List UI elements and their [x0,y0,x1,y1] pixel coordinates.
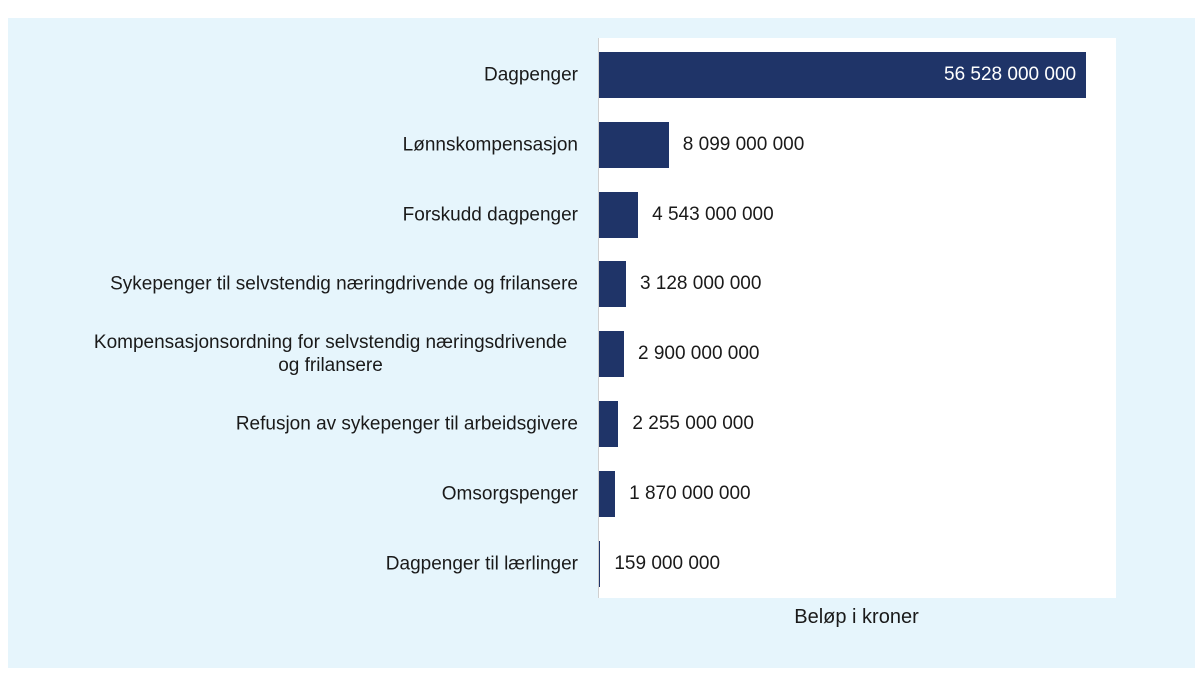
category-text: Lønnskompensasjon [402,134,578,156]
category-text: Sykepenger til selvstendig næringdrivend… [110,273,578,295]
data-label: 2 900 000 000 [638,343,760,365]
data-label-text: 3 128 000 000 [639,273,762,295]
category-label: Dagpenger til lærlinger [83,552,578,575]
category-label: Kompensasjonsordning for selvstendig nær… [83,331,578,377]
data-label-text: 56 528 000 000 [944,63,1077,85]
bar [599,470,616,517]
data-label-text: 2 255 000 000 [632,412,754,434]
category-label: Sykepenger til selvstendig næringdrivend… [83,273,578,296]
data-label: 1 870 000 000 [629,483,751,505]
bar [599,191,639,238]
category-label: Dagpenger [83,63,578,86]
bar [599,261,626,308]
data-label: 4 543 000 000 [652,204,774,226]
bar [599,331,624,378]
category-text: Kompensasjonsordning for selvstendig nær… [93,332,568,377]
data-label-text: 8 099 000 000 [682,133,805,155]
x-axis-title: Beløp i kroner [794,606,919,628]
data-label: 159 000 000 [614,553,720,575]
category-label: Omsorgspenger [83,482,578,505]
category-label: Refusjon av sykepenger til arbeidsgivere [83,412,578,435]
category-text: Refusjon av sykepenger til arbeidsgivere [235,413,578,435]
data-label-text: 159 000 000 [614,552,721,574]
category-label: Lønnskompensasjon [83,133,578,156]
bar [599,400,619,447]
bar [599,540,601,587]
data-label: 3 128 000 000 [640,273,762,295]
data-label: 56 528 000 000 [944,64,1076,86]
category-label: Forskudd dagpenger [83,203,578,226]
data-label: 8 099 000 000 [683,134,805,156]
category-text: Dagpenger til lærlinger [385,553,578,574]
category-text: Forskudd dagpenger [402,204,578,225]
data-label: 2 255 000 000 [632,413,754,435]
bar [599,51,1087,98]
plot-area [598,38,1116,598]
data-label-text: 2 900 000 000 [637,343,760,365]
data-label-text: 1 870 000 000 [629,482,751,504]
category-text: Omsorgspenger [441,483,578,505]
data-label-text: 4 543 000 000 [652,203,774,225]
bar [599,121,669,168]
category-text: Dagpenger [483,64,578,86]
